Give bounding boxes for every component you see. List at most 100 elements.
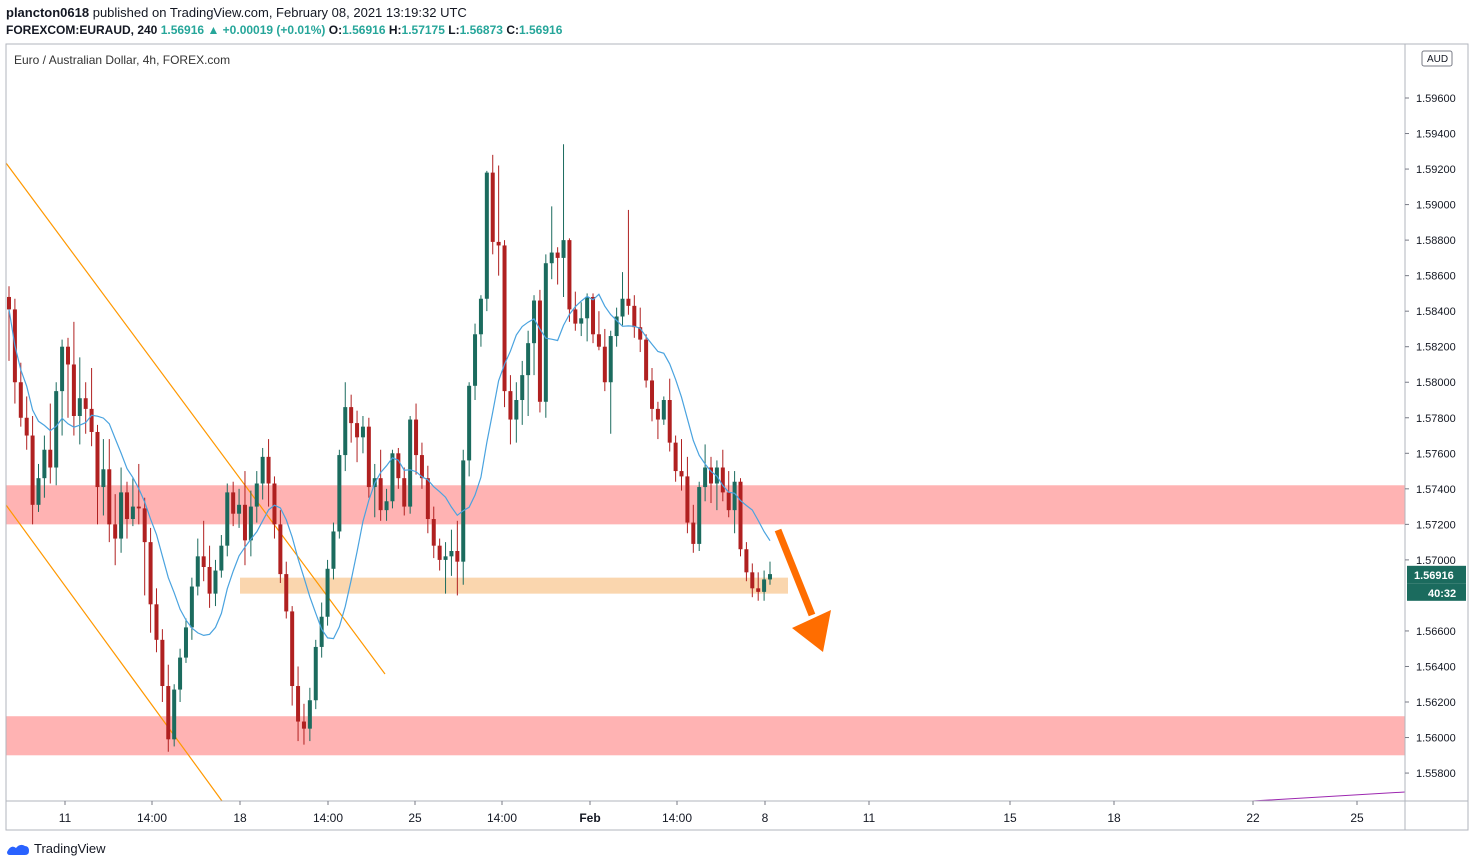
candle-body xyxy=(661,400,666,420)
trend-line xyxy=(1251,791,1406,802)
candle-body xyxy=(638,327,643,340)
candle-body xyxy=(608,336,613,383)
time-tick-label: 25 xyxy=(1350,811,1364,825)
candle-body xyxy=(585,296,590,319)
candle-body xyxy=(337,455,342,532)
channel-lower-line xyxy=(5,504,223,802)
candle-body xyxy=(30,435,35,505)
currency-box xyxy=(1421,50,1453,67)
time-tick-label: 14:00 xyxy=(313,811,343,825)
candle-body xyxy=(537,300,542,402)
candle-body xyxy=(655,408,660,420)
candle-body xyxy=(644,339,649,381)
candle-body xyxy=(496,241,501,246)
candle-body xyxy=(225,492,230,546)
price-tick-label: 1.57800 xyxy=(1416,413,1456,425)
candle-body xyxy=(154,604,159,640)
price-tick-label: 1.58000 xyxy=(1416,377,1456,389)
candle-body xyxy=(48,449,53,468)
publisher-username[interactable]: plancton0618 xyxy=(6,5,90,20)
time-tick-label: 11 xyxy=(59,811,72,825)
candle-body xyxy=(667,400,672,443)
down-arrow-icon xyxy=(792,610,831,652)
candle-body xyxy=(431,519,436,546)
chart-frame xyxy=(5,43,1469,831)
candle-body xyxy=(419,455,424,479)
candle-body xyxy=(107,469,112,525)
candle-body xyxy=(437,545,442,560)
candle-body xyxy=(142,508,147,543)
candle-body xyxy=(502,245,507,392)
candle-body xyxy=(614,316,619,337)
candle-body xyxy=(278,524,283,575)
low-value: 1.56873 xyxy=(459,23,503,37)
brand-name: TradingView xyxy=(34,841,106,856)
time-tick-label: 14:00 xyxy=(662,811,692,825)
candle-body xyxy=(744,549,749,573)
price-tick-label: 1.59200 xyxy=(1416,164,1456,176)
candle-body xyxy=(54,391,59,468)
candle-body xyxy=(7,296,11,310)
candle-body xyxy=(36,478,41,505)
candle-body xyxy=(189,586,194,628)
price-tick-label: 1.58200 xyxy=(1416,342,1456,354)
last-price: 1.56916 xyxy=(160,23,205,37)
candle-body xyxy=(71,364,76,416)
candle-body xyxy=(673,442,678,472)
candle-body xyxy=(573,309,578,324)
chart-title: Euro / Australian Dollar, 4h, FOREX.com xyxy=(14,53,230,67)
resistance-zone xyxy=(6,716,1405,756)
publish-info: plancton0618 published on TradingView.co… xyxy=(6,5,467,21)
candle-body xyxy=(42,449,47,479)
candle-body xyxy=(325,568,330,617)
candle-body xyxy=(685,476,690,523)
publish-date: published on TradingView.com, February 0… xyxy=(92,5,467,20)
candle-body xyxy=(384,501,389,511)
candle-body xyxy=(726,492,731,511)
candle-body xyxy=(307,700,312,729)
close-value: 1.56916 xyxy=(518,23,563,37)
candle-body xyxy=(319,616,324,647)
candle-body xyxy=(213,570,218,594)
candle-body xyxy=(555,252,560,258)
time-tick-label: Feb xyxy=(579,811,600,825)
candle-body xyxy=(768,574,772,580)
candle-body xyxy=(756,588,761,592)
price-tick-label: 1.58600 xyxy=(1416,271,1456,283)
price-tick-label: 1.59400 xyxy=(1416,129,1456,141)
footer-brand[interactable]: TradingView xyxy=(6,841,106,857)
candle-body xyxy=(467,385,472,461)
moving-average-line xyxy=(8,293,771,640)
tradingview-logo-icon xyxy=(7,844,29,855)
candle-body xyxy=(60,346,65,392)
time-tick-label: 18 xyxy=(233,811,247,825)
arrow-shaft xyxy=(774,528,816,617)
candle-body xyxy=(331,531,336,569)
candle-body xyxy=(591,296,596,335)
candle-body xyxy=(626,298,631,306)
time-tick-label: 14:00 xyxy=(137,811,167,825)
price-tick-label: 1.57000 xyxy=(1416,555,1456,567)
candle-body xyxy=(579,318,584,324)
candle-body xyxy=(408,419,413,507)
candle-body xyxy=(160,639,165,687)
candle-body xyxy=(425,478,430,520)
price-tick-label: 1.58400 xyxy=(1416,306,1456,318)
candle-body xyxy=(77,398,82,416)
candle-body xyxy=(65,346,70,365)
symbol-name[interactable]: FOREXCOM:EURAUD, 240 xyxy=(6,23,158,37)
candle-body xyxy=(201,556,206,567)
candle-body xyxy=(18,382,23,418)
candle-body xyxy=(508,391,513,420)
price-tick-label: 1.57600 xyxy=(1416,448,1456,460)
candle-body xyxy=(148,542,153,605)
candle-body xyxy=(697,487,702,544)
candle-body xyxy=(455,551,460,562)
candle-body xyxy=(349,407,354,424)
last-price-text: 1.56916 xyxy=(1414,570,1454,582)
candle-body xyxy=(355,423,360,438)
candle-body xyxy=(248,506,253,541)
candle-body xyxy=(703,467,708,488)
price-tick-label: 1.57200 xyxy=(1416,519,1456,531)
